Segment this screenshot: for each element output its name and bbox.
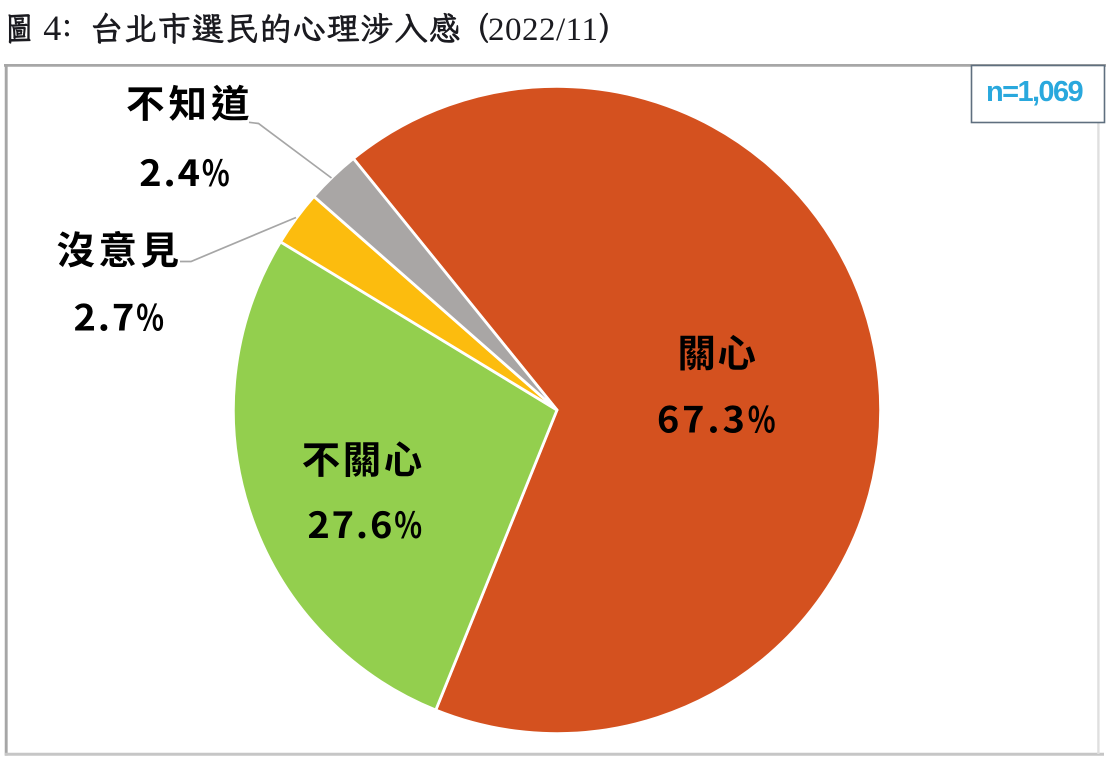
svg-text:2022/11: 2022/11 bbox=[488, 12, 598, 48]
svg-text:4: 4 bbox=[43, 8, 61, 48]
svg-text:n=1,069: n=1,069 bbox=[986, 76, 1083, 108]
